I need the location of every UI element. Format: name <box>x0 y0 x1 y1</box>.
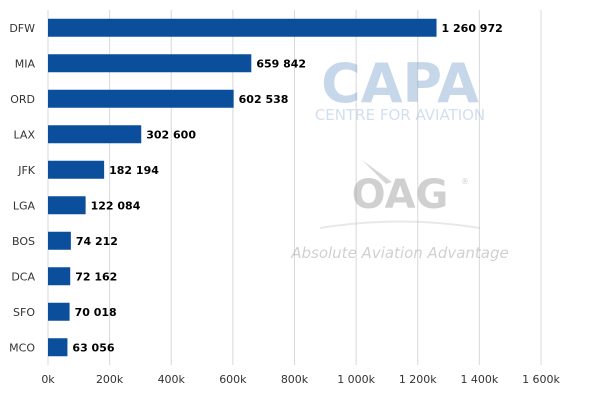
value-label: 659 842 <box>256 57 306 70</box>
x-tick-label: 200k <box>96 373 124 386</box>
category-label: BOS <box>12 235 35 248</box>
oag-watermark: OAG ® Absolute Aviation Advantage <box>290 160 509 262</box>
registered-mark-icon: ® <box>461 177 469 186</box>
bar-lax <box>48 125 142 144</box>
bar-dca <box>48 267 71 286</box>
capa-logo: CAPA <box>321 52 479 115</box>
bar-ord <box>48 89 234 108</box>
value-label: 602 538 <box>239 93 289 106</box>
bar-lga <box>48 196 86 215</box>
bar-dfw <box>48 18 437 37</box>
capa-subtitle: CENTRE FOR AVIATION <box>315 106 485 124</box>
oag-swoosh-icon <box>362 160 392 184</box>
category-labels: DFW MIA ORD LAX JFK LGA BOS DCA SFO MCO <box>9 22 36 355</box>
category-label: LAX <box>14 128 36 141</box>
category-label: JFK <box>17 164 36 177</box>
x-axis-ticks: 0k 200k 400k 600k 800k 1 000k 1 200k 1 400k 1 60… <box>41 373 560 386</box>
capa-watermark: CAPA CENTRE FOR AVIATION <box>315 52 485 124</box>
bar-bos <box>48 231 71 250</box>
x-tick-label: 800k <box>281 373 309 386</box>
value-label: 70 018 <box>75 306 117 319</box>
value-label: 1 260 972 <box>442 22 503 35</box>
category-label: ORD <box>10 93 35 106</box>
category-label: SFO <box>13 306 35 319</box>
value-label: 302 600 <box>146 128 196 141</box>
x-tick-label: 0k <box>41 373 55 386</box>
category-label: MIA <box>15 57 36 70</box>
value-label: 122 084 <box>91 199 141 212</box>
oag-logo: OAG <box>352 172 449 218</box>
x-tick-label: 1 200k <box>399 373 437 386</box>
value-label: 182 194 <box>109 164 159 177</box>
value-label: 63 056 <box>72 341 114 354</box>
bars <box>48 18 437 357</box>
oag-underline <box>319 220 481 229</box>
oag-tagline: Absolute Aviation Advantage <box>290 244 509 262</box>
value-labels: 1 260 972 659 842 602 538 302 600 182 194 122… <box>72 22 502 355</box>
category-label: LGA <box>13 199 36 212</box>
value-label: 72 162 <box>75 270 117 283</box>
value-label: 74 212 <box>76 235 118 248</box>
category-label: MCO <box>9 341 35 354</box>
bar-mia <box>48 54 252 73</box>
x-tick-label: 1 000k <box>337 373 375 386</box>
category-label: DFW <box>9 22 35 35</box>
bar-jfk <box>48 160 105 179</box>
x-tick-label: 1 400k <box>460 373 498 386</box>
category-label: DCA <box>11 270 35 283</box>
bar-mco <box>48 338 68 357</box>
x-tick-label: 1 600k <box>522 373 560 386</box>
x-tick-label: 400k <box>158 373 186 386</box>
bar-sfo <box>48 302 70 321</box>
x-tick-label: 600k <box>219 373 247 386</box>
